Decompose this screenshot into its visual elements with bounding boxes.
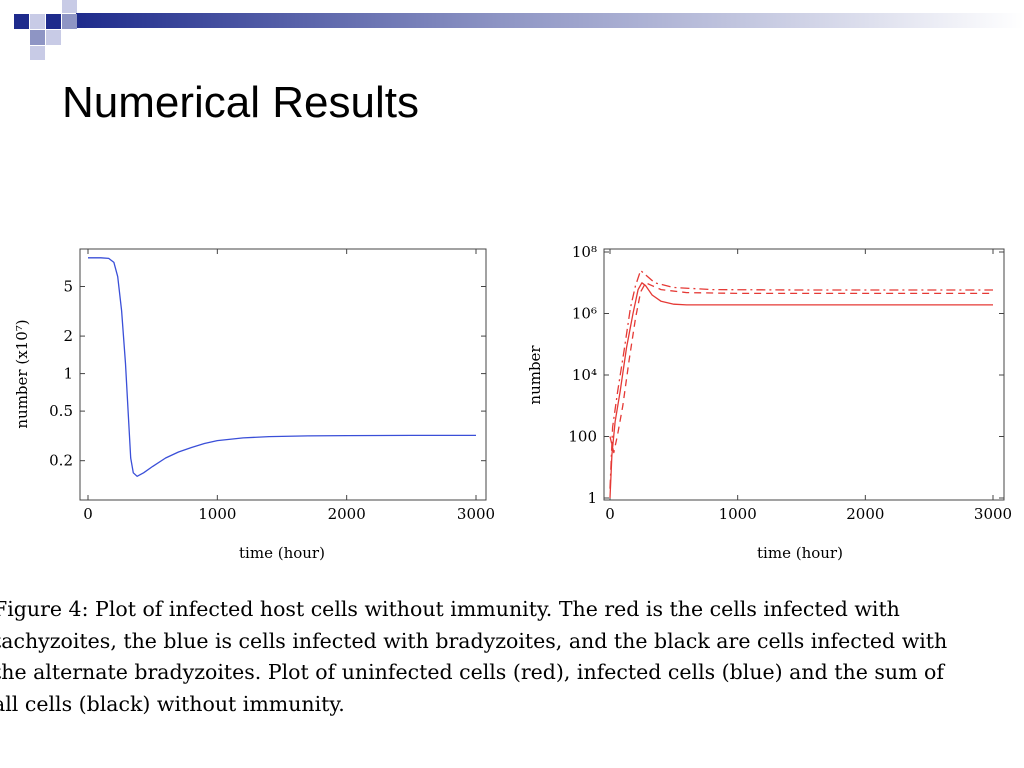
y-tick-label: 10⁴ (572, 366, 597, 384)
x-tick-label: 2000 (846, 505, 884, 523)
series-line-1 (609, 282, 993, 499)
deco-square (30, 14, 45, 29)
deco-square (46, 14, 61, 29)
y-tick-label: 1 (63, 365, 73, 383)
y-tick-label: 10⁸ (572, 243, 597, 261)
header-gradient-bar (76, 13, 1024, 28)
y-axis-label: number (x10⁷) (13, 319, 31, 428)
y-tick-label: 0.5 (49, 402, 73, 420)
slide-decoration (14, 0, 1024, 60)
y-tick-label: 2 (63, 327, 73, 345)
figure-caption: Figure 4: Plot of infected host cells wi… (0, 594, 1024, 720)
y-tick-label: 10⁶ (572, 305, 597, 323)
chart-right: 0 1000 2000 3000 10⁸ 10⁶ 10⁴ 100 1 time (hour) n… (526, 243, 1012, 562)
deco-square (46, 30, 61, 45)
caption-line: all cells (black) without immunity. (0, 691, 345, 716)
plot-frame (603, 248, 1005, 501)
x-tick-label: 3000 (457, 505, 495, 523)
deco-square (62, 14, 77, 29)
x-tick-label: 2000 (328, 505, 366, 523)
y-tick-label: 1 (587, 489, 597, 507)
y-tick-label: 0.2 (49, 452, 73, 470)
x-axis-label: time (hour) (239, 544, 325, 562)
x-tick-label: 0 (605, 505, 615, 523)
deco-square (30, 30, 45, 45)
x-axis-label: time (hour) (757, 544, 843, 562)
deco-square (14, 14, 29, 29)
series-line-3 (609, 269, 993, 489)
deco-square (30, 46, 45, 60)
caption-line: tachyzoites, the blue is cells infected … (0, 628, 948, 653)
series-line-2 (609, 282, 993, 454)
caption-line: Figure 4: Plot of infected host cells wi… (0, 597, 900, 621)
x-tick-label: 1000 (198, 505, 236, 523)
x-tick-label: 3000 (974, 505, 1012, 523)
x-tick-label: 0 (83, 505, 93, 523)
plot-frame (79, 248, 487, 501)
caption-line: the alternate bradyzoites. Plot of uninf… (0, 660, 944, 684)
y-tick-label: 100 (568, 428, 597, 446)
y-axis-label: number (526, 345, 544, 405)
slide-title: Numerical Results (62, 78, 419, 127)
deco-square (62, 0, 77, 13)
chart-left: 0 1000 2000 3000 5 2 1 0.5 0.2 time (hour) numbe… (13, 248, 495, 562)
y-tick-label: 5 (63, 278, 73, 296)
series-line-1 (88, 257, 476, 477)
x-tick-label: 1000 (719, 505, 757, 523)
